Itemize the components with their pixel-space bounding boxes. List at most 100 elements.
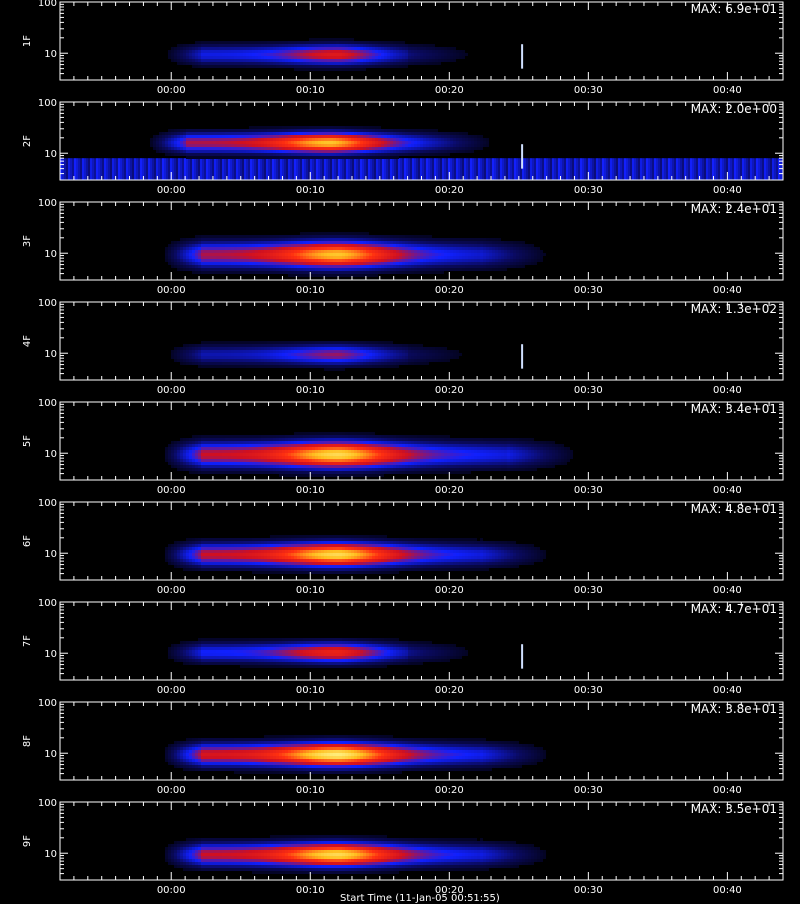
- y-tick-label: 100: [38, 698, 57, 709]
- y-tick-label: 100: [38, 98, 57, 109]
- spectrogram-panel-8f: 10 100 00:00 00:10 00:20 00:30 00:40 8F MAX: 3.8…: [0, 700, 800, 800]
- x-tick-label: 00:30: [574, 85, 603, 96]
- x-tick-label: 00:10: [296, 685, 325, 696]
- max-value-label: MAX: 4.8e+01: [691, 502, 777, 516]
- spike-artifact: [521, 144, 523, 168]
- spectrogram-panel-1f: 10 100 00:00 00:10 00:20 00:30 00:40 1F MAX: 6.9…: [0, 0, 800, 100]
- x-tick-label: 00:10: [296, 385, 325, 396]
- detector-label: 8F: [22, 735, 33, 747]
- x-tick-label: 00:40: [713, 85, 742, 96]
- x-tick-label: 00:30: [574, 785, 603, 796]
- heatmap-cells: [165, 735, 546, 774]
- y-tick-label: 100: [38, 598, 57, 609]
- x-tick-label: 00:40: [713, 285, 742, 296]
- y-tick-label: 100: [38, 398, 57, 409]
- x-tick-label: 00:00: [157, 285, 186, 296]
- max-value-label: MAX: 3.5e+01: [691, 802, 777, 816]
- x-tick-label: 00:20: [435, 785, 464, 796]
- y-tick-label: 10: [44, 849, 57, 860]
- max-value-label: MAX: 2.0e+00: [691, 102, 777, 116]
- x-tick-label: 00:30: [574, 885, 603, 896]
- heatmap-cells: [60, 126, 784, 180]
- max-value-label: MAX: 6.9e+01: [691, 2, 777, 16]
- heatmap-cells: [165, 835, 546, 874]
- y-tick-label: 100: [38, 198, 57, 209]
- x-tick-label: 00:10: [296, 885, 325, 896]
- x-tick-label: 00:10: [296, 585, 325, 596]
- x-tick-label: 00:00: [157, 185, 186, 196]
- heatmap-cells: [165, 432, 573, 477]
- x-tick-label: 00:40: [713, 685, 742, 696]
- spike-artifact: [521, 44, 523, 68]
- x-tick-label: 00:20: [435, 385, 464, 396]
- y-tick-label: 10: [44, 749, 57, 760]
- x-tick-label: 00:30: [574, 485, 603, 496]
- x-tick-label: 00:00: [157, 785, 186, 796]
- heatmap-cells: [165, 535, 546, 574]
- detector-label: 6F: [22, 535, 33, 547]
- x-tick-label: 00:20: [435, 285, 464, 296]
- x-tick-label: 00:10: [296, 185, 325, 196]
- x-tick-label: 00:00: [157, 885, 186, 896]
- x-tick-label: 00:30: [574, 685, 603, 696]
- x-tick-label: 00:20: [435, 485, 464, 496]
- detector-label: 3F: [22, 235, 33, 247]
- detector-label: 7F: [22, 635, 33, 647]
- detector-label: 1F: [22, 35, 33, 47]
- y-tick-label: 10: [44, 49, 57, 60]
- spectrogram-panel-5f: 10 100 00:00 00:10 00:20 00:30 00:40 5F MAX: 3.4…: [0, 400, 800, 500]
- x-tick-label: 00:30: [574, 385, 603, 396]
- plot-frame: [60, 2, 783, 80]
- detector-label: 4F: [22, 335, 33, 347]
- x-tick-label: 00:30: [574, 185, 603, 196]
- max-value-label: MAX: 3.4e+01: [691, 402, 777, 416]
- heatmap-cells: [165, 232, 546, 277]
- max-value-label: MAX: 2.4e+01: [691, 202, 777, 216]
- x-tick-label: 00:00: [157, 685, 186, 696]
- x-tick-label: 00:10: [296, 485, 325, 496]
- heatmap-cells: [171, 341, 523, 371]
- x-tick-label: 00:00: [157, 485, 186, 496]
- spike-artifact: [521, 644, 523, 668]
- x-tick-label: 00:10: [296, 85, 325, 96]
- y-tick-label: 10: [44, 249, 57, 260]
- detector-label: 2F: [22, 135, 33, 147]
- detector-label: 9F: [22, 835, 33, 847]
- y-tick-label: 10: [44, 549, 57, 560]
- plot-frame: [60, 302, 783, 380]
- y-tick-label: 100: [38, 798, 57, 809]
- x-tick-label: 00:40: [713, 185, 742, 196]
- y-tick-label: 10: [44, 349, 57, 360]
- heatmap-cells: [168, 638, 523, 669]
- x-tick-label: 00:10: [296, 285, 325, 296]
- detector-label: 5F: [22, 435, 33, 447]
- x-tick-label: 00:40: [713, 385, 742, 396]
- y-tick-label: 10: [44, 649, 57, 660]
- x-tick-label: 00:30: [574, 285, 603, 296]
- x-tick-label: 00:00: [157, 385, 186, 396]
- x-axis-label: Start Time (11-Jan-05 00:51:55): [340, 893, 500, 904]
- x-tick-label: 00:20: [435, 685, 464, 696]
- x-tick-label: 00:20: [435, 85, 464, 96]
- spectrogram-panel-3f: 10 100 00:00 00:10 00:20 00:30 00:40 3F MAX: 2.4…: [0, 200, 800, 300]
- max-value-label: MAX: 1.3e+02: [691, 302, 777, 316]
- y-tick-label: 100: [38, 498, 57, 509]
- x-tick-label: 00:30: [574, 585, 603, 596]
- y-tick-label: 10: [44, 449, 57, 460]
- x-tick-label: 00:40: [713, 785, 742, 796]
- x-tick-label: 00:40: [713, 585, 742, 596]
- x-tick-label: 00:40: [713, 885, 742, 896]
- y-tick-label: 100: [38, 0, 57, 9]
- x-tick-label: 00:40: [713, 485, 742, 496]
- spike-artifact: [521, 344, 523, 368]
- x-tick-label: 00:20: [435, 185, 464, 196]
- x-tick-label: 00:10: [296, 785, 325, 796]
- x-tick-label: 00:00: [157, 85, 186, 96]
- x-tick-label: 00:00: [157, 585, 186, 596]
- max-value-label: MAX: 3.8e+01: [691, 702, 777, 716]
